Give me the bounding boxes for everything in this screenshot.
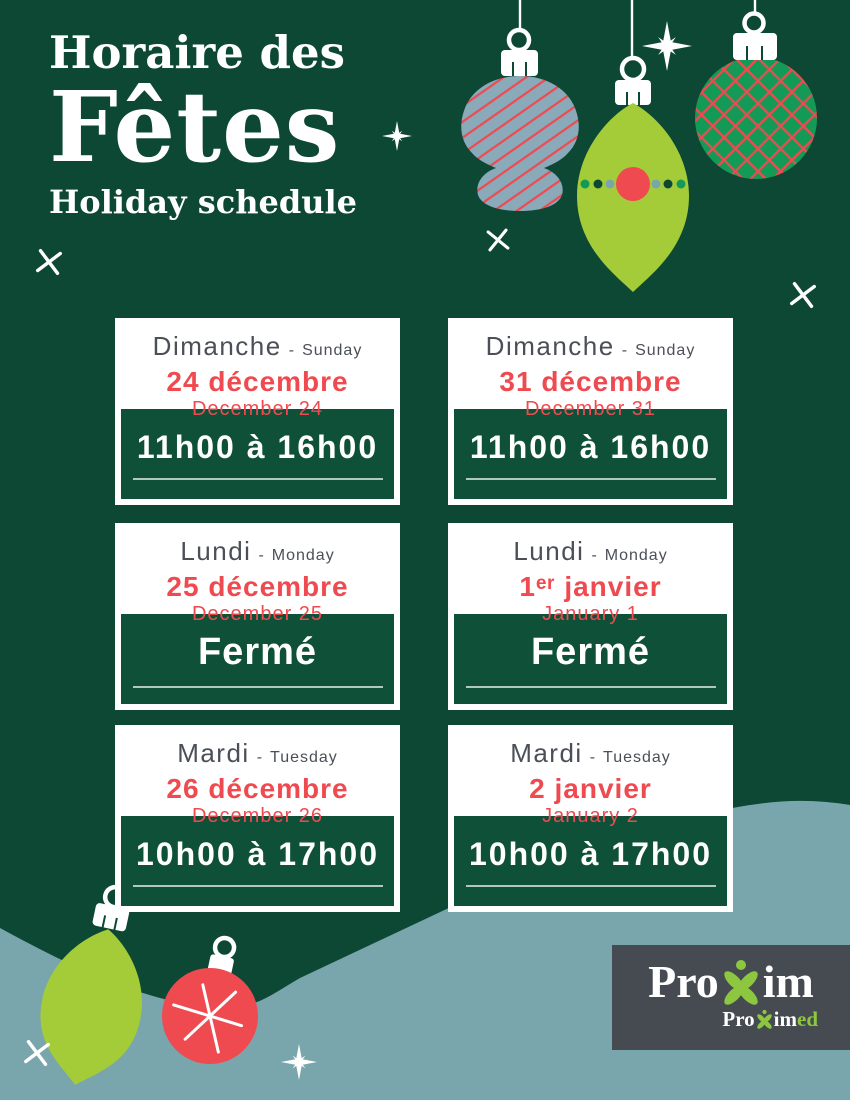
date-en: December 31 <box>524 398 657 420</box>
proxim-x-leaf-icon <box>756 1009 772 1029</box>
card-header: Mardi - Tuesday 26 décembre December 26 <box>121 731 394 827</box>
day-name-fr: Dimanche <box>485 331 615 361</box>
hours-text: Fermé <box>197 630 318 673</box>
hours-underline <box>132 477 383 480</box>
snowflake-icon <box>172 983 244 1054</box>
date-fr: 26 décembre <box>166 773 349 804</box>
plaid-ball-ornament-icon <box>695 0 817 179</box>
date-en: December 25 <box>191 603 324 625</box>
day-name-fr: Mardi <box>177 738 250 768</box>
day-separator: - <box>591 547 598 564</box>
title-fr-line2: Fêtes <box>49 70 341 184</box>
date-en: January 2 <box>542 805 639 827</box>
proxim-logo-box: Pro im Pro <box>612 945 850 1050</box>
date-en: January 1 <box>542 603 639 625</box>
day-name-en: Monday <box>271 547 335 564</box>
card-day: Dimanche - Sunday <box>121 332 394 365</box>
day-name-fr: Lundi <box>513 536 585 566</box>
card-day: Dimanche - Sunday <box>454 332 727 365</box>
schedule-card-dec26: Mardi - Tuesday 26 décembre December 26 … <box>115 725 400 912</box>
proxim-logo: Pro im <box>612 958 850 1006</box>
red-snowflake-ball-ornament-icon <box>162 935 258 1064</box>
sparkle-star-icon <box>281 1044 317 1080</box>
proximed-logo: Pro im ed <box>612 1008 850 1030</box>
sub-text-post: ed <box>797 1007 818 1031</box>
day-name-fr: Lundi <box>180 536 252 566</box>
hours-underline <box>465 477 716 480</box>
schedule-card-jan2: Mardi - Tuesday 2 janvier January 2 10h0… <box>448 725 733 912</box>
schedule-card-jan1: Lundi - Monday 1ᵉʳ janvier January 1 Fer… <box>448 523 733 710</box>
day-name-en: Monday <box>604 547 668 564</box>
card-day: Lundi - Monday <box>121 537 394 570</box>
hours-underline <box>465 685 716 688</box>
day-name-fr: Mardi <box>510 738 583 768</box>
hours-text: 10h00 à 17h00 <box>468 835 713 872</box>
x-sparkle-icon <box>790 282 816 308</box>
day-separator: - <box>589 749 597 766</box>
hours-panel: 10h00 à 17h00 <box>454 816 727 906</box>
card-header: Dimanche - Sunday 31 décembre December 3… <box>454 324 727 420</box>
title-fr-line1: Horaire des <box>49 26 345 79</box>
hours-underline <box>465 884 716 887</box>
hours-underline <box>132 884 383 887</box>
date-fr: 25 décembre <box>166 571 349 602</box>
hours-panel: Fermé <box>121 614 394 704</box>
hours-text: Fermé <box>530 630 651 673</box>
card-header: Dimanche - Sunday 24 décembre December 2… <box>121 324 394 420</box>
hours-panel: 11h00 à 16h00 <box>454 409 727 499</box>
title-en: Holiday schedule <box>49 183 358 221</box>
sparkle-star-icon <box>642 21 692 71</box>
date-fr: 31 décembre <box>499 366 682 397</box>
card-day: Mardi - Tuesday <box>454 739 727 772</box>
card-day: Lundi - Monday <box>454 537 727 570</box>
hours-panel: 10h00 à 17h00 <box>121 816 394 906</box>
card-day: Mardi - Tuesday <box>121 739 394 772</box>
card-header: Lundi - Monday 1ᵉʳ janvier January 1 <box>454 529 727 625</box>
hours-text: 10h00 à 17h00 <box>135 835 380 872</box>
logo-text-post: im <box>762 956 814 1007</box>
day-name-en: Tuesday <box>270 749 338 766</box>
date-en: December 24 <box>191 398 324 420</box>
sub-text-pre: Pro <box>722 1007 755 1031</box>
date-en: December 26 <box>191 805 324 827</box>
schedule-card-dec31: Dimanche - Sunday 31 décembre December 3… <box>448 318 733 505</box>
date-fr: 1ᵉʳ janvier <box>519 571 662 602</box>
card-header: Lundi - Monday 25 décembre December 25 <box>121 529 394 625</box>
logo-text-pre: Pro <box>648 956 719 1007</box>
date-fr: 2 janvier <box>529 773 652 804</box>
hours-text: 11h00 à 16h00 <box>136 428 379 465</box>
day-separator: - <box>256 749 264 766</box>
x-sparkle-icon <box>36 249 62 275</box>
day-separator: - <box>288 342 296 359</box>
card-header: Mardi - Tuesday 2 janvier January 2 <box>454 731 727 827</box>
sub-text-mid: im <box>773 1007 797 1031</box>
striped-finial-ornament-icon <box>461 0 579 211</box>
date-fr: 24 décembre <box>166 366 349 397</box>
day-name-en: Tuesday <box>603 749 671 766</box>
lime-teardrop-ornament-icon <box>577 0 689 292</box>
x-sparkle-icon <box>24 1040 50 1066</box>
schedule-card-dec25: Lundi - Monday 25 décembre December 25 F… <box>115 523 400 710</box>
sparkle-star-icon <box>382 121 412 151</box>
day-separator: - <box>621 342 629 359</box>
hours-panel: Fermé <box>454 614 727 704</box>
x-sparkle-icon <box>486 228 510 252</box>
poster-title: Horaire des Fêtes Holiday schedule <box>49 30 357 218</box>
day-name-en: Sunday <box>635 342 696 359</box>
day-separator: - <box>258 547 265 564</box>
schedule-card-dec24: Dimanche - Sunday 24 décembre December 2… <box>115 318 400 505</box>
proxim-x-leaf-icon <box>724 960 758 1005</box>
day-name-fr: Dimanche <box>152 331 282 361</box>
hours-panel: 11h00 à 16h00 <box>121 409 394 499</box>
hours-text: 11h00 à 16h00 <box>469 428 712 465</box>
hours-underline <box>132 685 383 688</box>
day-name-en: Sunday <box>302 342 363 359</box>
